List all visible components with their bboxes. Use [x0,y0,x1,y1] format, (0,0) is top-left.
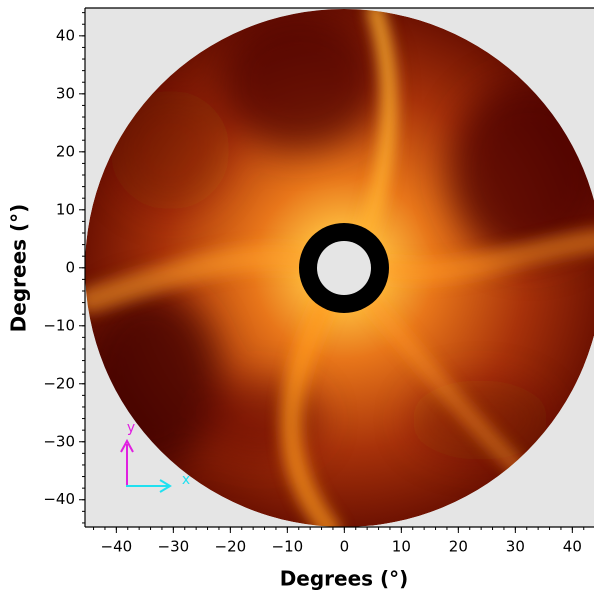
y-tick-label: 40 [56,26,75,44]
x-tick-label: 30 [506,538,525,556]
y-tick-label: −30 [43,432,75,450]
compass-y-label: y [127,420,135,436]
y-tick-label: −10 [43,316,75,334]
x-axis-label: Degrees (°) [280,567,409,591]
x-tick-label: −20 [215,538,247,556]
x-tick-label: 20 [449,538,468,556]
x-tick-label: 0 [340,538,350,556]
x-tick-label: 10 [392,538,411,556]
compass-x-label: x [182,472,190,488]
y-tick-label: 10 [56,200,75,218]
occulter-hole [317,241,371,295]
bright-streaks [85,9,594,527]
y-tick-label: 30 [56,84,75,102]
x-tick-label: −30 [158,538,190,556]
y-tick-label: 0 [65,258,75,276]
y-tick-label: −40 [43,490,75,508]
y-axis-label: Degrees (°) [7,204,31,333]
compass-x-head [159,479,172,493]
compass: y x [120,420,190,493]
y-tick-label: 20 [56,142,75,160]
compass-y-head [120,438,134,453]
y-tick-label: −20 [43,374,75,392]
x-tick-label: 40 [563,538,582,556]
x-tick-label: −10 [272,538,304,556]
x-tick-label: −40 [101,538,133,556]
